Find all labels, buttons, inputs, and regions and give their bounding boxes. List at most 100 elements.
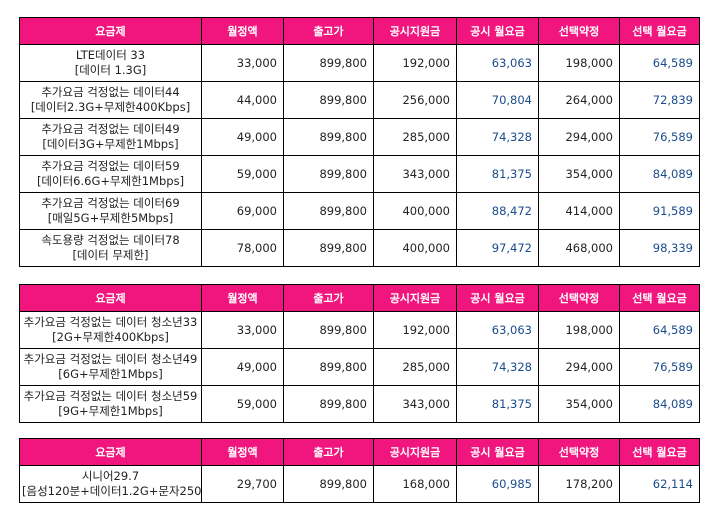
plan-name-cell: LTE데이터 33 [데이터 1.3G] (19, 44, 202, 82)
plan-name-cell: 속도용량 걱정없는 데이터78 [데이터 무제한] (19, 229, 202, 267)
device-price-cell: 899,800 (283, 385, 374, 423)
plan-name: 추가요금 걱정없는 데이터69 (41, 196, 180, 210)
table-header-row: 요금제 월정액 출고가 공시지원금 공시 월요금 선택약정 선택 월요금 (19, 438, 700, 466)
table-row: LTE데이터 33 [데이터 1.3G] 33,000 899,800 192,000 6… (19, 44, 700, 82)
plan-name-cell: 추가요금 걱정없는 데이터69 [매일5G+무제한5Mbps] (19, 192, 202, 230)
contract-discount-cell: 198,000 (538, 44, 620, 82)
header-contract-monthly: 선택 월요금 (619, 438, 700, 466)
plan-detail: [데이터6.6G+무제한1Mbps] (36, 174, 185, 188)
table-row: 추가요금 걱정없는 데이터44 [데이터2.3G+무제한400Kbps] 44,00… (19, 81, 700, 119)
contract-monthly-cell: 76,589 (619, 118, 700, 156)
table-header-row: 요금제 월정액 출고가 공시지원금 공시 월요금 선택약정 선택 월요금 (19, 284, 700, 312)
header-contract-discount: 선택약정 (538, 438, 620, 466)
contract-discount-cell: 178,200 (538, 465, 620, 503)
header-monthly-fee: 월정액 (201, 438, 284, 466)
plan-table-general: 요금제 월정액 출고가 공시지원금 공시 월요금 선택약정 선택 월요금 LTE데이터 33… (19, 17, 700, 267)
plan-name: 속도용량 걱정없는 데이터78 (41, 233, 180, 247)
contract-discount-cell: 414,000 (538, 192, 620, 230)
header-monthly-fee: 월정액 (201, 17, 284, 45)
contract-discount-cell: 264,000 (538, 81, 620, 119)
subsidy-cell: 256,000 (373, 81, 457, 119)
monthly-fee-cell: 29,700 (201, 465, 284, 503)
contract-monthly-cell: 98,339 (619, 229, 700, 267)
header-contract-discount: 선택약정 (538, 17, 620, 45)
contract-discount-cell: 294,000 (538, 348, 620, 386)
device-price-cell: 899,800 (283, 118, 374, 156)
contract-discount-cell: 198,000 (538, 311, 620, 349)
header-device-price: 출고가 (283, 438, 374, 466)
table-row: 추가요금 걱정없는 데이터 청소년49 [6G+무제한1Mbps] 49,000 89… (19, 348, 700, 386)
subsidy-monthly-cell: 60,985 (456, 465, 539, 503)
header-plan: 요금제 (19, 284, 202, 312)
subsidy-monthly-cell: 70,804 (456, 81, 539, 119)
plan-name-cell: 추가요금 걱정없는 데이터44 [데이터2.3G+무제한400Kbps] (19, 81, 202, 119)
monthly-fee-cell: 59,000 (201, 155, 284, 193)
table-row: 추가요금 걱정없는 데이터49 [데이터3G+무제한1Mbps] 49,000 899… (19, 118, 700, 156)
table-row: 추가요금 걱정없는 데이터 청소년33 [2G+무제한400Kbps] 33,000… (19, 311, 700, 349)
subsidy-cell: 400,000 (373, 229, 457, 267)
contract-discount-cell: 468,000 (538, 229, 620, 267)
plan-name-cell: 추가요금 걱정없는 데이터 청소년49 [6G+무제한1Mbps] (19, 348, 202, 386)
subsidy-monthly-cell: 63,063 (456, 44, 539, 82)
subsidy-cell: 285,000 (373, 348, 457, 386)
header-plan: 요금제 (19, 438, 202, 466)
contract-discount-cell: 294,000 (538, 118, 620, 156)
subsidy-cell: 400,000 (373, 192, 457, 230)
device-price-cell: 899,800 (283, 44, 374, 82)
header-subsidy-monthly: 공시 월요금 (456, 17, 539, 45)
device-price-cell: 899,800 (283, 311, 374, 349)
monthly-fee-cell: 49,000 (201, 348, 284, 386)
subsidy-monthly-cell: 97,472 (456, 229, 539, 267)
monthly-fee-cell: 49,000 (201, 118, 284, 156)
plan-name-cell: 시니어29.7 [음성120분+데이터1.2G+문자250] (19, 465, 202, 503)
header-contract-monthly: 선택 월요금 (619, 17, 700, 45)
device-price-cell: 899,800 (283, 155, 374, 193)
subsidy-cell: 168,000 (373, 465, 457, 503)
plan-detail: [6G+무제한1Mbps] (58, 367, 163, 381)
plan-detail: [데이터 1.3G] (74, 63, 147, 77)
subsidy-monthly-cell: 74,328 (456, 348, 539, 386)
header-contract-discount: 선택약정 (538, 284, 620, 312)
contract-monthly-cell: 64,589 (619, 311, 700, 349)
plan-detail: [음성120분+데이터1.2G+문자250] (22, 484, 202, 498)
plan-name-cell: 추가요금 걱정없는 데이터49 [데이터3G+무제한1Mbps] (19, 118, 202, 156)
plan-name: 추가요금 걱정없는 데이터59 (41, 159, 180, 173)
monthly-fee-cell: 59,000 (201, 385, 284, 423)
header-subsidy-monthly: 공시 월요금 (456, 438, 539, 466)
plan-name: 추가요금 걱정없는 데이터44 (41, 85, 180, 99)
subsidy-monthly-cell: 81,375 (456, 155, 539, 193)
contract-discount-cell: 354,000 (538, 155, 620, 193)
plan-table-senior: 요금제 월정액 출고가 공시지원금 공시 월요금 선택약정 선택 월요금 시니어29.7 [음… (19, 438, 700, 503)
table-row: 추가요금 걱정없는 데이터69 [매일5G+무제한5Mbps] 69,000 899,… (19, 192, 700, 230)
subsidy-monthly-cell: 63,063 (456, 311, 539, 349)
header-plan: 요금제 (19, 17, 202, 45)
plan-table-youth: 요금제 월정액 출고가 공시지원금 공시 월요금 선택약정 선택 월요금 추가요금 걱정없는… (19, 284, 700, 423)
subsidy-monthly-cell: 88,472 (456, 192, 539, 230)
subsidy-cell: 343,000 (373, 155, 457, 193)
contract-monthly-cell: 64,589 (619, 44, 700, 82)
plan-name-cell: 추가요금 걱정없는 데이터 청소년59 [9G+무제한1Mbps] (19, 385, 202, 423)
header-subsidy-monthly: 공시 월요금 (456, 284, 539, 312)
plan-name-cell: 추가요금 걱정없는 데이터 청소년33 [2G+무제한400Kbps] (19, 311, 202, 349)
device-price-cell: 899,800 (283, 81, 374, 119)
monthly-fee-cell: 44,000 (201, 81, 284, 119)
table-row: 시니어29.7 [음성120분+데이터1.2G+문자250] 29,700 899,8… (19, 465, 700, 503)
device-price-cell: 899,800 (283, 229, 374, 267)
plan-detail: [매일5G+무제한5Mbps] (47, 211, 174, 225)
contract-monthly-cell: 72,839 (619, 81, 700, 119)
device-price-cell: 899,800 (283, 465, 374, 503)
subsidy-cell: 285,000 (373, 118, 457, 156)
monthly-fee-cell: 69,000 (201, 192, 284, 230)
table-row: 추가요금 걱정없는 데이터59 [데이터6.6G+무제한1Mbps] 59,000 8… (19, 155, 700, 193)
header-subsidy: 공시지원금 (373, 17, 457, 45)
plan-detail: [2G+무제한400Kbps] (52, 330, 169, 344)
contract-monthly-cell: 76,589 (619, 348, 700, 386)
subsidy-monthly-cell: 81,375 (456, 385, 539, 423)
table-header-row: 요금제 월정액 출고가 공시지원금 공시 월요금 선택약정 선택 월요금 (19, 17, 700, 45)
table-row: 속도용량 걱정없는 데이터78 [데이터 무제한] 78,000 899,800 400… (19, 229, 700, 267)
plan-detail: [데이터 무제한] (72, 248, 149, 262)
plan-name: 추가요금 걱정없는 데이터49 (41, 122, 180, 136)
plan-name-cell: 추가요금 걱정없는 데이터59 [데이터6.6G+무제한1Mbps] (19, 155, 202, 193)
contract-monthly-cell: 91,589 (619, 192, 700, 230)
header-monthly-fee: 월정액 (201, 284, 284, 312)
